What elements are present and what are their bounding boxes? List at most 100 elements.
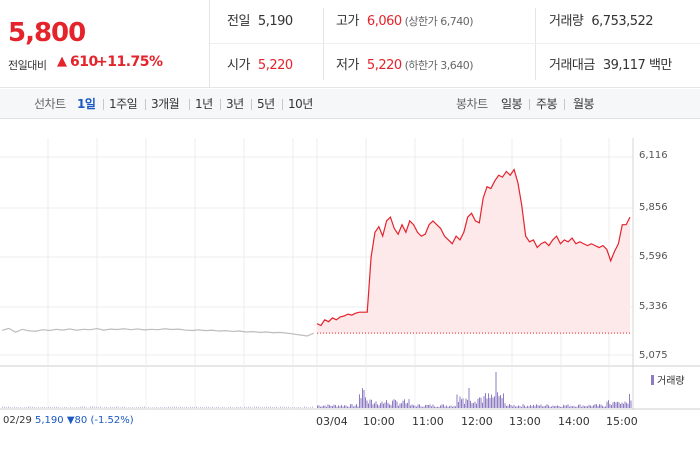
volume-bar [204,407,205,408]
volume-bar [54,406,55,408]
volume-bar [455,406,456,408]
volume-bar [168,406,169,408]
volume-bar [136,407,137,408]
volume-bar [102,407,103,408]
x-tick-label: 14:00 [558,415,590,428]
period-1y-button[interactable]: 1년 [195,97,213,111]
volume-bar [174,406,175,408]
period-3y-button[interactable]: 3년 [226,97,244,111]
volume-bar [282,406,283,408]
volume-bar [560,406,561,408]
volume-bar [557,405,558,408]
volume-bar [435,406,437,408]
volume-bar [425,404,426,408]
candle-daily-button[interactable]: 일봉 [501,97,523,111]
toolbar-separator [251,99,252,110]
volume-bar [22,407,23,408]
volume-bar [264,407,265,408]
period-10y-button[interactable]: 10년 [288,97,313,111]
volume-bar [464,403,465,408]
volume-bar [329,405,330,408]
volume-bar [18,407,19,408]
volume-bar [16,407,17,408]
candle-weekly-button[interactable]: 주봉 [536,97,558,111]
volume-bar [162,407,163,408]
volume-bar [504,403,506,408]
stat-trade-value: 거래대금 39,117 백만 [549,44,672,88]
volume-bar [398,405,399,408]
volume-bar [554,406,555,408]
price-chart-svg [0,138,700,410]
volume-bar [214,407,215,408]
volume-bar [208,406,209,408]
volume-bar [362,388,363,408]
volume-bar [342,406,344,408]
x-tick-label: 11:00 [412,415,444,428]
volume-bar [348,406,350,408]
volume-bar [383,403,384,408]
volume-bar [401,403,402,408]
volume-bar [198,407,199,408]
volume-bar [62,407,63,408]
volume-bar [624,401,626,408]
volume-bar [543,406,545,408]
volume-bar [612,402,614,408]
volume-bar [26,407,27,408]
volume-bar [594,404,596,408]
volume-bar [262,407,263,408]
volume-bar [570,405,572,408]
stats-divider [323,8,324,80]
toolbar-separator [529,99,530,110]
stat-open: 시가 5,220 [227,44,293,88]
volume-bar [380,403,381,408]
volume-bar [180,406,181,408]
volume-bar [462,398,464,408]
volume-bar [338,405,339,408]
volume-bar [30,406,31,408]
volume-bar [172,406,173,408]
volume-bar [579,404,581,408]
volume-bar [356,404,357,408]
period-5y-button[interactable]: 5년 [257,97,275,111]
volume-bar [94,406,95,408]
prev-day-close: 5,190 [35,415,64,426]
volume-bar [501,398,503,408]
volume-bar [389,404,390,408]
volume-bar [378,405,380,408]
volume-bar [150,407,151,408]
volume-bar [46,407,47,408]
volume-bar [423,406,425,408]
volume-bar [302,407,303,408]
x-tick-label: 02/29 [3,415,32,426]
period-3m-button[interactable]: 3개월 [151,97,180,111]
candle-monthly-button[interactable]: 월봉 [573,97,595,111]
volume-bar [591,406,593,408]
period-1w-button[interactable]: 1주일 [109,97,138,111]
volume-bar [420,406,422,408]
volume-bar [292,407,293,408]
volume-bar [509,404,510,408]
volume-bar [202,407,203,408]
volume-bar [312,406,313,408]
x-tick-label: 12:00 [461,415,493,428]
volume-bar [365,397,366,408]
volume-bar [450,405,452,408]
volume-bar [369,399,371,408]
volume-bar [254,406,255,408]
volume-bar [120,407,121,408]
stat-value: 6,060 [366,14,402,29]
volume-bar [539,405,540,408]
volume-bar [617,401,618,408]
volume-bar [374,403,375,408]
volume-bar [375,401,377,408]
stat-value: 5,220 [366,58,402,73]
line-chart-label: 선차트 [34,97,66,111]
volume-bar [615,402,617,408]
volume-bar [488,393,489,408]
volume-bar [68,407,69,408]
prev-day-change: 80 [74,415,88,426]
volume-bar [630,400,632,408]
volume-bar [416,406,417,408]
volume-bar [78,407,79,408]
period-1d-button[interactable]: 1일 [77,97,96,111]
